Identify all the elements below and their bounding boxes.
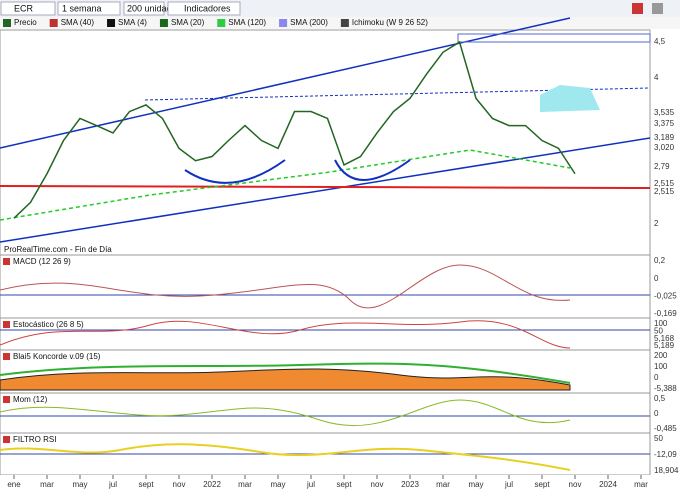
indicator-drawings <box>0 264 650 471</box>
panel-axis-label: 0,5 <box>654 394 666 403</box>
panel-label: Blai5 Koncorde v.09 (15) <box>13 352 101 361</box>
watermark: ProRealTime.com - Fin de Día <box>4 245 112 254</box>
price-axis-label: 2,515 <box>654 179 675 188</box>
period-select[interactable] <box>57 1 121 16</box>
legend-swatch <box>279 19 288 27</box>
legend-bar <box>0 17 680 29</box>
panel-axis-label: 0 <box>654 409 659 418</box>
x-tick-label: nov <box>371 480 384 489</box>
x-tick-label: mar <box>238 480 252 489</box>
legend: Precio SMA (40) SMA (4) SMA (20) SMA (120) SM… <box>3 18 428 27</box>
legend-swatch <box>3 19 11 27</box>
symbol[interactable]: ECR <box>14 3 34 13</box>
legend-label: SMA (20) <box>171 18 205 27</box>
panel-icon <box>3 396 10 403</box>
panel-label: Mom (12) <box>13 395 48 404</box>
x-tick-label: mar <box>436 480 450 489</box>
panel-axis-label: 5,189 <box>654 341 675 350</box>
panel-axis-label: -0,485 <box>654 424 677 433</box>
price-axis-label: 3,189 <box>654 133 675 142</box>
price-axis-label: 3,535 <box>654 108 675 117</box>
x-tick-label: sept <box>336 480 352 489</box>
panel-icon <box>3 321 10 328</box>
x-tick-label: jul <box>108 480 117 489</box>
legend-swatch <box>159 19 168 27</box>
panel-axis-label: 5,168 <box>654 334 675 343</box>
price-axis-label: 2,79 <box>654 162 670 171</box>
x-tick-label: 2022 <box>203 480 221 489</box>
legend-label: SMA (200) <box>290 18 328 27</box>
x-tick-label: may <box>270 480 285 489</box>
x-tick-label: jul <box>504 480 513 489</box>
legend-swatch <box>49 19 58 27</box>
panel-axis-label: -0,169 <box>654 309 677 318</box>
x-tick-label: nov <box>569 480 582 489</box>
x-tick-label: mar <box>40 480 54 489</box>
panel-axis-label: 50 <box>654 326 663 335</box>
x-tick-label: may <box>468 480 483 489</box>
legend-label: SMA (4) <box>118 18 147 27</box>
indicators[interactable]: Indicadores <box>184 3 231 13</box>
price-line <box>13 40 576 219</box>
x-tick-label: 2024 <box>599 480 617 489</box>
x-tick-label: sept <box>534 480 550 489</box>
x-axis: ene mar may jul sept nov 2022 mar may jul sept nov 2… <box>7 475 648 489</box>
panel-icon <box>3 436 10 443</box>
price-axis-label: 3,020 <box>654 143 675 152</box>
price-axis-label: 2,515 <box>654 187 675 196</box>
price-axis-label: 2 <box>654 219 659 228</box>
panel-axis-label: 18,904 <box>654 466 679 475</box>
legend-label: Precio <box>14 18 37 27</box>
x-tick-label: jul <box>306 480 315 489</box>
price-axis-label: 4 <box>654 73 659 82</box>
x-tick-label: may <box>72 480 87 489</box>
panel-icon <box>3 353 10 360</box>
units-select[interactable] <box>123 1 165 16</box>
panel-axis-label: 100 <box>654 362 668 371</box>
period[interactable]: 1 semana <box>62 3 102 13</box>
legend-swatch <box>340 19 349 27</box>
panel-axis-label: 50 <box>654 434 663 443</box>
price-axis-label: 4,5 <box>654 37 666 46</box>
panel-axis-label: 200 <box>654 351 668 360</box>
icon[interactable] <box>632 3 643 14</box>
symbol-select[interactable] <box>0 1 56 16</box>
panel-axis-label: 0 <box>654 373 659 382</box>
panel-icon <box>3 258 10 265</box>
panel-axis-label: -0,025 <box>654 291 677 300</box>
legend-label: Ichimoku (W 9 26 52) <box>352 18 428 27</box>
legend-swatch <box>107 19 116 27</box>
x-tick-label: nov <box>173 480 186 489</box>
panel-labels: MACD (12 26 9) 0,2 0 -0,025 -0,169 Estocástic… <box>3 256 679 475</box>
trend-lines <box>0 17 651 243</box>
panel-label: MACD (12 26 9) <box>13 257 71 266</box>
panel-axis-label: -12,09 <box>654 450 677 459</box>
x-tick-label: mar <box>634 480 648 489</box>
panel-label: FILTRO RSI <box>13 435 56 444</box>
legend-label: SMA (120) <box>228 18 266 27</box>
indicators-button[interactable] <box>167 1 241 16</box>
panel-axis-label: 0,2 <box>654 256 666 265</box>
panel-label: Estocástico (26 8 5) <box>13 320 84 329</box>
x-tick-label: sept <box>138 480 154 489</box>
x-axis-bg <box>0 475 680 492</box>
legend-swatch <box>217 19 226 27</box>
x-tick-label: ene <box>7 480 21 489</box>
icon[interactable] <box>652 3 663 14</box>
panel-axis-label: 0 <box>654 274 659 283</box>
price-axis-label: 3,375 <box>654 119 675 128</box>
panel-axis-label: 100 <box>654 319 668 328</box>
legend-label: SMA (40) <box>61 18 95 27</box>
units[interactable]: 200 unidades <box>127 3 182 13</box>
x-tick-label: 2023 <box>401 480 419 489</box>
panel-axis-label: -5,388 <box>654 384 677 393</box>
